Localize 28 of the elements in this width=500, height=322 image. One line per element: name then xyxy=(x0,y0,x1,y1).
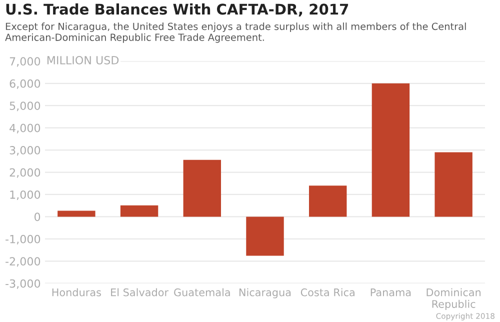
bar xyxy=(434,152,472,217)
y-tick-label: 7,000 xyxy=(10,57,40,67)
y-tick-label: 5,000 xyxy=(10,102,40,112)
y-tick-label: 3,000 xyxy=(10,146,40,156)
chart-title: U.S. Trade Balances With CAFTA-DR, 2017 xyxy=(6,3,348,17)
x-tick-label: Nicaragua xyxy=(239,288,291,298)
y-axis-title: MILLION USD xyxy=(47,56,119,64)
y-tick-label: 6,000 xyxy=(10,79,40,89)
y-tick-label: 0 xyxy=(34,212,40,222)
x-tick-label: Panama xyxy=(370,288,411,296)
x-tick-label: Costa Rica xyxy=(300,288,354,296)
y-tick-label: 1,000 xyxy=(10,190,40,200)
bar xyxy=(372,83,410,217)
bar xyxy=(246,216,284,256)
y-tick-label: 4,000 xyxy=(10,124,40,134)
y-tick-label: 2,000 xyxy=(10,168,40,178)
y-tick-label: -1,000 xyxy=(6,234,40,244)
y-tick-label: -3,000 xyxy=(6,279,40,289)
x-tick-label: Dominican Republic xyxy=(426,288,481,310)
bar xyxy=(58,210,96,217)
bar xyxy=(309,186,347,217)
x-tick-label: El Salvador xyxy=(111,288,169,296)
bar xyxy=(120,205,158,217)
y-tick-label: -2,000 xyxy=(6,257,40,267)
x-tick-label: Honduras xyxy=(52,288,101,296)
bar xyxy=(183,160,221,217)
x-tick-label: Guatemala xyxy=(174,288,230,296)
chart-subtitle: Except for Nicaragua, the United States enjoys a trade surplus with all members of the Central American-Dominican Republic Free Trade Agreement. xyxy=(5,22,466,43)
